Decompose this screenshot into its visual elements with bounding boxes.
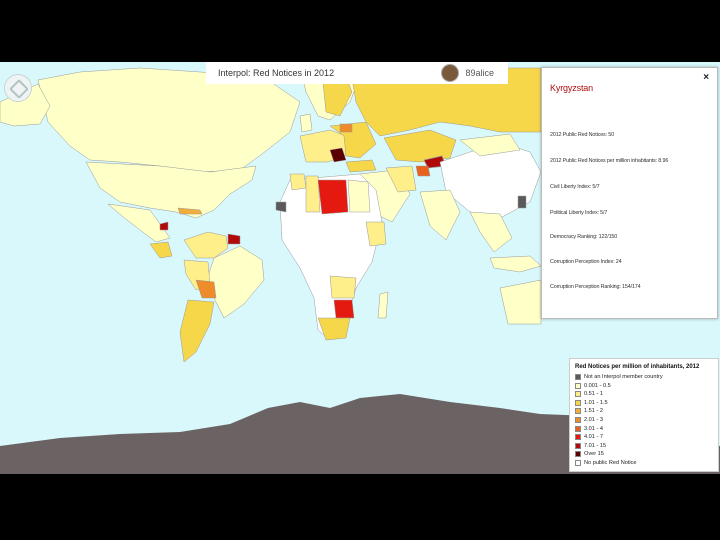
legend-item: 7.01 - 15 bbox=[575, 442, 607, 449]
country-india[interactable] bbox=[419, 189, 461, 241]
country-australia[interactable] bbox=[499, 279, 542, 325]
legend-swatch bbox=[575, 451, 581, 458]
stat-civil-liberty: Civil Liberty Index: 5/7 bbox=[550, 184, 600, 190]
country-mongolia[interactable] bbox=[459, 133, 521, 157]
legend-label: No public Red Notice bbox=[584, 460, 637, 466]
legend-item: 1.51 - 2 bbox=[575, 408, 603, 415]
legend-item: 2.01 - 3 bbox=[575, 417, 603, 423]
legend-label: Over 15 bbox=[584, 451, 604, 458]
country-indonesia[interactable] bbox=[489, 255, 542, 273]
country-korea[interactable] bbox=[517, 195, 527, 209]
country-uk[interactable] bbox=[299, 113, 313, 133]
close-icon[interactable]: × bbox=[703, 72, 709, 83]
country-mexico[interactable] bbox=[107, 203, 171, 243]
country-botswana[interactable] bbox=[333, 299, 355, 319]
legend-swatch bbox=[575, 391, 581, 398]
country-se-asia[interactable] bbox=[469, 211, 513, 253]
map-title: Interpol: Red Notices in 2012 bbox=[218, 68, 335, 78]
legend-item: 0.51 - 1 bbox=[575, 391, 603, 398]
country-algeria[interactable] bbox=[305, 175, 321, 213]
country-east-africa[interactable] bbox=[365, 221, 387, 247]
legend-item: 1.01 - 1.5 bbox=[575, 399, 608, 406]
country-bolivia-paraguay[interactable] bbox=[195, 279, 217, 299]
legend-label: 0.001 - 0.5 bbox=[584, 382, 611, 389]
legend-item: No public Red Notice bbox=[575, 460, 637, 466]
country-egypt[interactable] bbox=[347, 179, 371, 213]
legend-label: 7.01 - 15 bbox=[584, 442, 607, 449]
stat-corruption-index: Corruption Perception Index: 24 bbox=[550, 259, 622, 265]
user-avatar[interactable] bbox=[441, 64, 460, 82]
country-brazil[interactable] bbox=[207, 245, 265, 319]
legend-item: 0.001 - 0.5 bbox=[575, 382, 611, 389]
legend-swatch bbox=[575, 417, 581, 423]
country-zambia[interactable] bbox=[329, 275, 357, 299]
app-logo-icon[interactable] bbox=[4, 74, 32, 102]
country-argentina[interactable] bbox=[179, 299, 215, 363]
legend-swatch bbox=[575, 434, 581, 441]
country-west-africa-grey[interactable] bbox=[275, 201, 287, 213]
legend-label: 1.51 - 2 bbox=[584, 408, 603, 415]
country-alaska[interactable] bbox=[0, 83, 51, 127]
legend-swatch bbox=[575, 425, 581, 432]
legend-label: 2.01 - 3 bbox=[584, 417, 603, 423]
legend-item: 4.01 - 7 bbox=[575, 434, 603, 441]
country-south-africa[interactable] bbox=[317, 317, 351, 341]
country-colombia-venezuela[interactable] bbox=[183, 231, 229, 259]
country-name: Kyrgyzstan bbox=[550, 83, 594, 93]
country-canada[interactable] bbox=[37, 67, 301, 173]
country-libya[interactable] bbox=[317, 179, 349, 215]
stat-political-liberty: Political Liberty Index: 5/7 bbox=[550, 210, 608, 216]
legend-swatch bbox=[575, 382, 581, 389]
username[interactable]: 89alice bbox=[465, 68, 494, 78]
country-iran[interactable] bbox=[385, 165, 417, 193]
legend-label: Not an Interpol member country bbox=[584, 374, 663, 380]
legend-label: 4.01 - 7 bbox=[584, 434, 603, 441]
country-tajikistan[interactable] bbox=[415, 165, 431, 177]
country-central-america[interactable] bbox=[149, 241, 173, 259]
legend-swatch bbox=[575, 399, 581, 406]
legend-label: 0.51 - 1 bbox=[584, 391, 603, 398]
stat-notices-per-million: 2012 Public Red Notices per million inha… bbox=[550, 158, 669, 164]
stat-democracy-ranking: Democracy Ranking: 122/150 bbox=[550, 234, 618, 240]
legend-swatch bbox=[575, 460, 581, 466]
country-kazakhstan[interactable] bbox=[383, 129, 457, 163]
legend-swatch bbox=[575, 442, 581, 449]
antarctica bbox=[0, 394, 720, 474]
country-cuba[interactable] bbox=[177, 207, 203, 215]
legend-label: 3.01 - 4 bbox=[584, 425, 603, 432]
stat-public-red-notices: 2012 Public Red Notices: 50 bbox=[550, 132, 614, 138]
country-suriname[interactable] bbox=[227, 233, 241, 245]
country-usa[interactable] bbox=[85, 161, 257, 219]
legend-swatch bbox=[575, 374, 581, 380]
legend-title: Red Notices per million of inhabitants, … bbox=[575, 364, 700, 370]
title-bar: Interpol: Red Notices in 2012 89alice bbox=[206, 62, 508, 84]
country-turkey[interactable] bbox=[345, 159, 377, 173]
country-madagascar[interactable] bbox=[377, 291, 389, 319]
legend-item: Over 15 bbox=[575, 451, 604, 458]
stat-corruption-ranking: Corruption Perception Ranking: 154/174 bbox=[550, 284, 641, 290]
legend-item: 3.01 - 4 bbox=[575, 425, 603, 432]
legend-swatch bbox=[575, 408, 581, 415]
legend: Red Notices per million of inhabitants, … bbox=[569, 358, 719, 472]
country-balkans[interactable] bbox=[329, 147, 347, 163]
legend-item: Not an Interpol member country bbox=[575, 374, 663, 380]
legend-label: 1.01 - 1.5 bbox=[584, 399, 608, 406]
country-central-america-red[interactable] bbox=[159, 221, 169, 231]
country-morocco[interactable] bbox=[289, 173, 307, 191]
country-belarus[interactable] bbox=[339, 123, 353, 133]
country-detail-panel: × Kyrgyzstan 2012 Public Red Notices: 50… bbox=[541, 67, 718, 319]
